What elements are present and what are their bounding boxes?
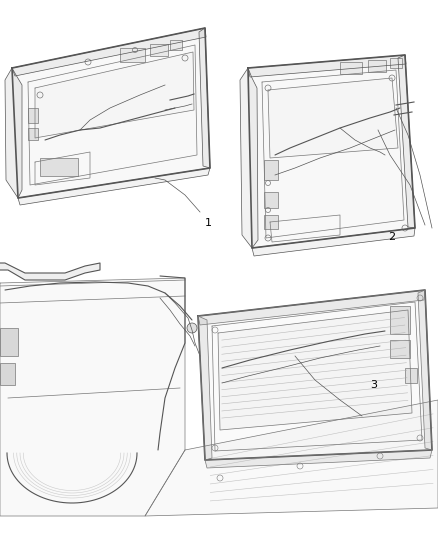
Polygon shape xyxy=(5,68,22,198)
Bar xyxy=(0,363,15,385)
Polygon shape xyxy=(240,68,258,248)
Polygon shape xyxy=(268,78,398,158)
Bar xyxy=(264,192,278,208)
Polygon shape xyxy=(0,263,100,280)
Bar xyxy=(0,328,18,356)
Polygon shape xyxy=(198,290,425,325)
Bar xyxy=(120,48,145,62)
Text: 2: 2 xyxy=(388,232,395,242)
Polygon shape xyxy=(145,400,438,516)
Polygon shape xyxy=(0,278,185,516)
Bar xyxy=(28,108,38,123)
Polygon shape xyxy=(199,28,210,168)
Circle shape xyxy=(187,323,197,333)
Polygon shape xyxy=(18,168,210,205)
Polygon shape xyxy=(198,290,432,460)
Polygon shape xyxy=(35,52,194,138)
Polygon shape xyxy=(198,316,212,460)
Polygon shape xyxy=(205,450,432,468)
Bar xyxy=(170,40,182,50)
Bar xyxy=(40,158,78,176)
Bar xyxy=(368,60,386,72)
Polygon shape xyxy=(218,310,412,430)
Polygon shape xyxy=(248,55,406,77)
Bar xyxy=(390,306,410,334)
Polygon shape xyxy=(12,28,210,198)
Polygon shape xyxy=(418,290,432,450)
Bar xyxy=(264,215,278,229)
Bar xyxy=(390,58,402,68)
Bar xyxy=(405,368,417,383)
Bar xyxy=(150,44,168,56)
Text: 3: 3 xyxy=(370,380,377,390)
Polygon shape xyxy=(398,55,415,228)
Polygon shape xyxy=(252,228,415,256)
Polygon shape xyxy=(12,28,206,76)
Text: 1: 1 xyxy=(205,218,212,228)
Bar xyxy=(28,128,38,140)
Polygon shape xyxy=(248,55,415,248)
Bar xyxy=(390,340,410,358)
Bar xyxy=(264,160,278,180)
Bar xyxy=(340,62,362,74)
